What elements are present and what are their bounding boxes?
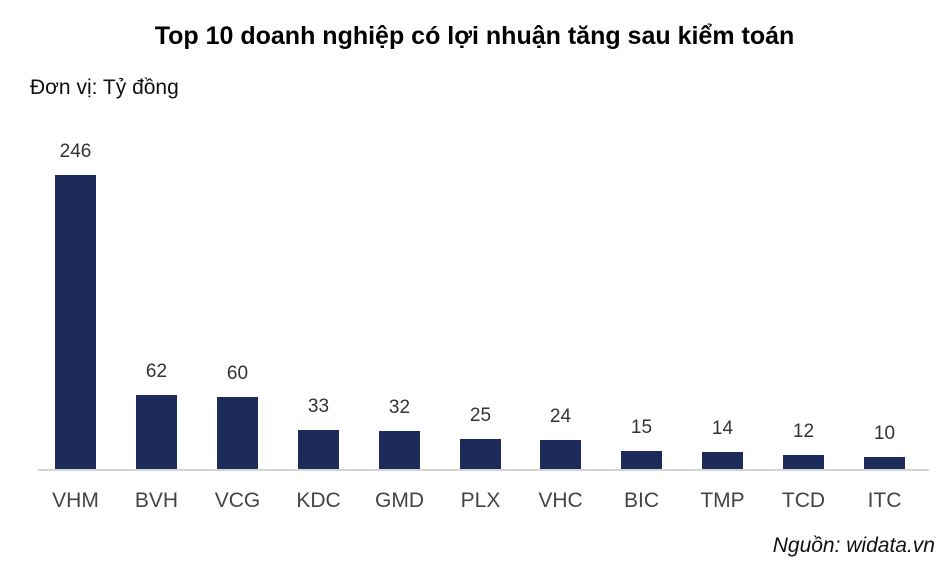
value-label: 62 <box>145 361 168 382</box>
value-label: 12 <box>792 421 815 442</box>
value-label: 32 <box>388 397 411 418</box>
bar-tmp <box>702 452 743 469</box>
category-label: KDC <box>296 489 341 512</box>
bar-vhc <box>540 440 581 469</box>
category-label: TMP <box>700 489 745 512</box>
value-label: 25 <box>469 405 492 426</box>
bar-plx <box>460 439 501 469</box>
bar-vcg <box>217 397 258 469</box>
bar-kdc <box>298 430 339 469</box>
value-label: 60 <box>226 363 249 384</box>
category-label: PLX <box>460 489 501 512</box>
value-label: 24 <box>549 406 572 427</box>
chart-title: Top 10 doanh nghiệp có lợi nhuận tăng sa… <box>154 22 795 50</box>
bar-bvh <box>136 395 177 469</box>
value-label: 10 <box>873 423 896 444</box>
category-label: GMD <box>375 489 424 512</box>
category-label: ITC <box>867 489 902 512</box>
bar-itc <box>864 457 905 469</box>
category-label: BIC <box>623 489 659 512</box>
category-label: TCD <box>781 489 826 512</box>
bar-vhm <box>55 175 96 469</box>
value-label: 15 <box>630 417 653 438</box>
x-axis-line <box>38 469 929 471</box>
bar-tcd <box>783 455 824 469</box>
source-note: Nguồn: widata.vn <box>772 534 935 557</box>
bar-bic <box>621 451 662 469</box>
value-label: 33 <box>307 396 330 417</box>
value-label: 246 <box>59 141 92 162</box>
value-label: 14 <box>711 418 734 439</box>
bar-gmd <box>379 431 420 469</box>
category-label: VHM <box>52 489 99 512</box>
category-label: VCG <box>214 489 261 512</box>
category-label: BVH <box>134 489 179 512</box>
unit-label: Đơn vị: Tỷ đồng <box>30 76 179 99</box>
category-label: VHC <box>538 489 583 512</box>
